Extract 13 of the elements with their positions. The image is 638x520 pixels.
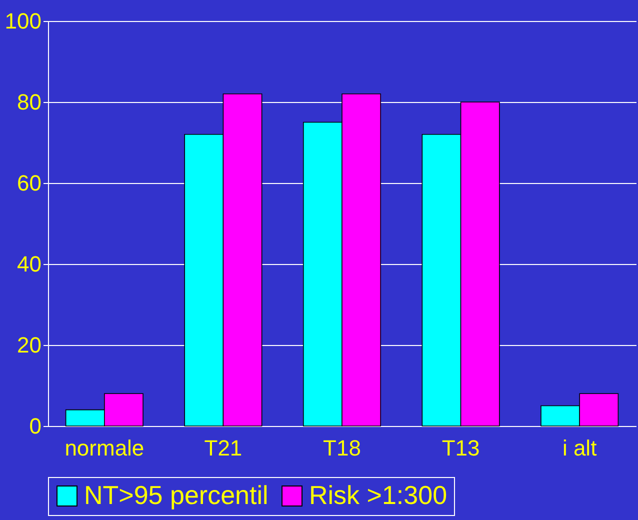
y-tick-label: 20 [17, 332, 42, 358]
x-tick-label: normale [64, 436, 144, 460]
x-tick-label: T13 [442, 436, 480, 460]
x-tick-label: T21 [204, 436, 242, 460]
y-tick-label: 0 [29, 414, 42, 438]
y-tick-label: 60 [17, 170, 42, 196]
y-tick-label: 100 [4, 8, 42, 34]
y-tick-label: 80 [17, 90, 42, 114]
x-tick-label: T18 [323, 436, 361, 460]
legend-label: NT>95 percentil [84, 480, 268, 510]
legend-label: Risk >1:300 [309, 480, 448, 510]
x-tick-label: i alt [562, 436, 597, 460]
y-tick-label: 40 [17, 252, 42, 276]
